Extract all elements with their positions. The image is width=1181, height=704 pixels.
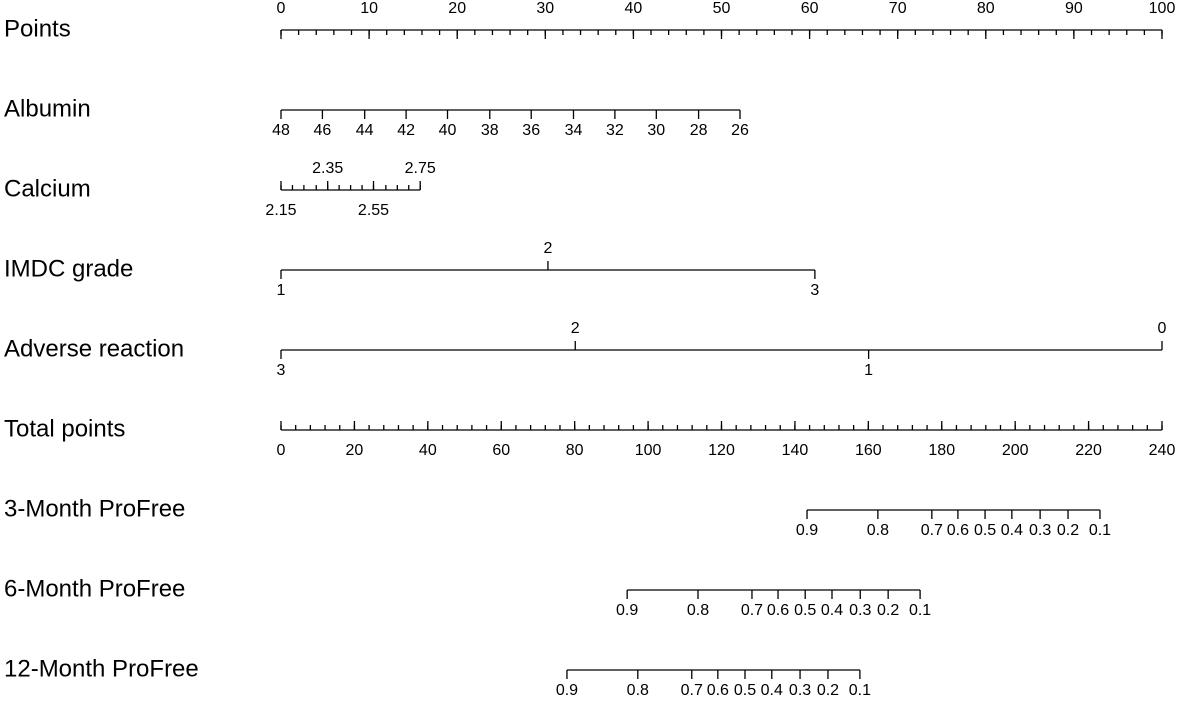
tick-label: 0	[1158, 320, 1167, 337]
tick-label: 200	[1002, 442, 1029, 459]
row-label: Albumin	[4, 95, 91, 122]
tick-label: 2.35	[312, 160, 343, 177]
tick-label: 0	[277, 0, 286, 17]
tick-label: 0.5	[734, 682, 756, 699]
tick-label: 3	[810, 282, 819, 299]
row-label: Calcium	[4, 175, 91, 202]
tick-label: 0.3	[1029, 522, 1051, 539]
tick-label: 0.4	[1001, 522, 1023, 539]
tick-label: 20	[448, 0, 466, 17]
row-label: Total points	[4, 415, 125, 442]
tick-label: 46	[314, 122, 332, 139]
tick-label: 40	[439, 122, 457, 139]
tick-label: 100	[1149, 0, 1176, 17]
tick-label: 2.55	[358, 202, 389, 219]
tick-label: 0.4	[761, 682, 783, 699]
tick-label: 0.4	[821, 602, 843, 619]
tick-label: 36	[522, 122, 540, 139]
row-label: 3-Month ProFree	[4, 495, 185, 522]
tick-label: 1	[864, 362, 873, 379]
tick-label: 0.3	[849, 602, 871, 619]
tick-label: 0.6	[767, 602, 789, 619]
tick-label: 60	[801, 0, 819, 17]
tick-label: 0.8	[867, 522, 889, 539]
tick-label: 120	[708, 442, 735, 459]
tick-label: 0.7	[921, 522, 943, 539]
tick-label: 240	[1149, 442, 1176, 459]
tick-label: 2	[571, 320, 580, 337]
tick-label: 40	[419, 442, 437, 459]
tick-label: 0.2	[817, 682, 839, 699]
tick-label: 50	[713, 0, 731, 17]
tick-label: 0.8	[687, 602, 709, 619]
tick-label: 0.8	[627, 682, 649, 699]
tick-label: 48	[272, 122, 290, 139]
row-label: Points	[4, 15, 71, 42]
tick-label: 140	[782, 442, 809, 459]
tick-label: 34	[565, 122, 583, 139]
tick-label: 0.6	[947, 522, 969, 539]
tick-label: 42	[397, 122, 415, 139]
tick-label: 44	[356, 122, 374, 139]
tick-label: 32	[606, 122, 624, 139]
tick-label: 2	[543, 240, 552, 257]
tick-label: 0.9	[616, 602, 638, 619]
tick-label: 30	[536, 0, 554, 17]
tick-label: 0.9	[796, 522, 818, 539]
tick-label: 20	[346, 442, 364, 459]
tick-label: 30	[647, 122, 665, 139]
tick-label: 160	[855, 442, 882, 459]
tick-label: 0.3	[789, 682, 811, 699]
tick-label: 180	[928, 442, 955, 459]
tick-label: 2.15	[265, 202, 296, 219]
tick-label: 28	[690, 122, 708, 139]
tick-label: 0.2	[877, 602, 899, 619]
tick-label: 0.1	[1089, 522, 1111, 539]
tick-label: 0.6	[707, 682, 729, 699]
tick-label: 0.1	[849, 682, 871, 699]
tick-label: 38	[481, 122, 499, 139]
tick-label: 90	[1065, 0, 1083, 17]
tick-label: 0.7	[741, 602, 763, 619]
tick-label: 0.7	[681, 682, 703, 699]
tick-label: 3	[277, 362, 286, 379]
tick-label: 80	[566, 442, 584, 459]
tick-label: 100	[635, 442, 662, 459]
tick-label: 0.2	[1057, 522, 1079, 539]
tick-label: 0.5	[974, 522, 996, 539]
tick-label: 0.1	[909, 602, 931, 619]
row-label: 12-Month ProFree	[4, 655, 199, 682]
tick-label: 80	[977, 0, 995, 17]
tick-label: 0.9	[556, 682, 578, 699]
tick-label: 70	[889, 0, 907, 17]
row-label: 6-Month ProFree	[4, 575, 185, 602]
tick-label: 1	[277, 282, 286, 299]
tick-label: 0	[277, 442, 286, 459]
tick-label: 2.75	[405, 160, 436, 177]
row-label: IMDC grade	[4, 255, 133, 282]
tick-label: 220	[1075, 442, 1102, 459]
row-label: Adverse reaction	[4, 335, 184, 362]
tick-label: 10	[360, 0, 378, 17]
tick-label: 26	[731, 122, 749, 139]
tick-label: 40	[625, 0, 643, 17]
tick-label: 60	[492, 442, 510, 459]
tick-label: 0.5	[794, 602, 816, 619]
